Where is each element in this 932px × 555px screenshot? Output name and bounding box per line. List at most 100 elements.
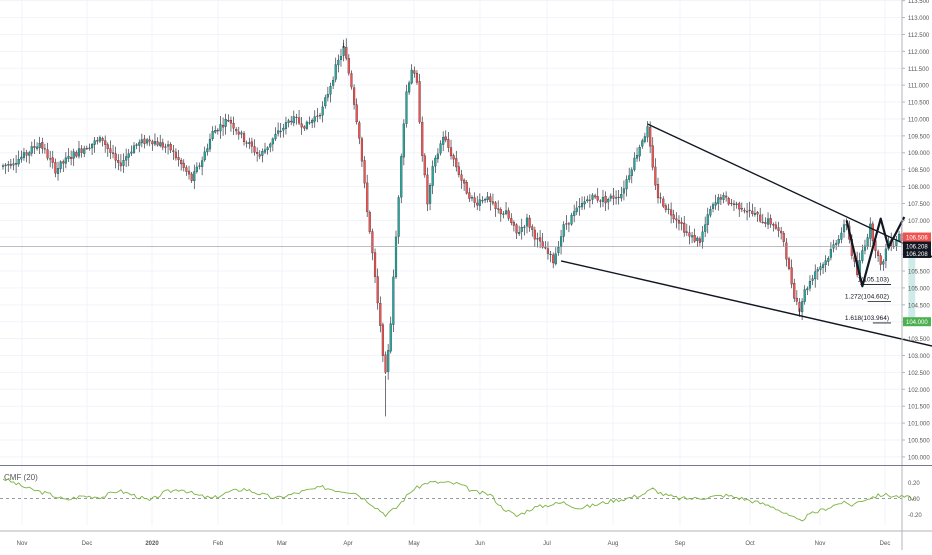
candle — [387, 344, 390, 380]
indicator-label: CMF (20) — [4, 473, 38, 482]
candle — [224, 113, 227, 135]
candle — [371, 228, 374, 261]
candle — [198, 162, 201, 170]
candle-body — [206, 148, 209, 153]
candle-body — [515, 224, 518, 234]
price-badge: 104.000 — [903, 317, 931, 327]
candle — [486, 191, 489, 203]
candle-body — [51, 157, 54, 163]
candle — [373, 248, 377, 283]
candle-body — [764, 222, 767, 224]
candle — [93, 136, 96, 153]
candle — [146, 137, 149, 146]
candle-body — [486, 196, 489, 200]
candle — [615, 190, 618, 205]
candle — [704, 216, 707, 237]
candle — [77, 140, 81, 159]
candle-body — [649, 126, 652, 147]
candle — [892, 241, 895, 249]
candle — [122, 153, 125, 173]
candle — [439, 140, 442, 156]
candle — [552, 252, 555, 269]
candle-body — [114, 153, 117, 161]
price-tick-label: 100.500 — [908, 438, 930, 444]
candle-body — [447, 139, 450, 148]
candle — [148, 135, 151, 147]
candle-body — [808, 281, 812, 289]
candle-body — [161, 142, 164, 148]
candle — [119, 154, 122, 172]
candle-body — [512, 222, 515, 226]
candle-body — [135, 144, 138, 146]
candle-body — [394, 236, 398, 278]
candle — [405, 84, 408, 128]
candle-body — [295, 116, 298, 118]
candle — [415, 70, 419, 85]
candle — [787, 256, 791, 271]
candle-body — [743, 210, 746, 212]
candle — [638, 144, 641, 162]
candle — [481, 196, 484, 204]
candle — [531, 224, 534, 237]
time-label: Dec — [880, 541, 891, 547]
candle-body — [311, 120, 314, 124]
candle — [452, 153, 455, 167]
candle-body — [373, 252, 377, 277]
candle — [232, 116, 235, 135]
candle — [884, 243, 888, 269]
candle — [88, 143, 91, 151]
candle — [345, 38, 348, 61]
candle — [182, 159, 185, 172]
candle — [866, 233, 869, 250]
candle — [91, 142, 94, 155]
candle — [80, 145, 83, 158]
candle-body — [153, 141, 157, 145]
candle-body — [449, 147, 453, 157]
indicator-tick-label: 0.20 — [908, 481, 920, 487]
candle — [871, 221, 874, 247]
candle — [667, 203, 670, 215]
candle-body — [384, 354, 387, 373]
candle — [190, 171, 193, 184]
candle-body — [829, 249, 832, 258]
candle — [484, 197, 487, 203]
candle-body — [821, 264, 825, 268]
candle — [879, 252, 882, 271]
candle-body — [30, 146, 33, 154]
price-tick-label: 108.500 — [908, 168, 930, 174]
candle-body — [67, 156, 70, 159]
profit-zone — [908, 250, 916, 322]
candle — [22, 147, 26, 161]
candle — [256, 147, 259, 162]
candle-body — [402, 123, 405, 158]
candle-body — [554, 253, 557, 265]
candle-body — [305, 121, 308, 129]
candle-body — [643, 136, 646, 142]
candle — [271, 137, 274, 152]
candle-body — [235, 129, 238, 132]
candle — [596, 188, 599, 203]
candle — [594, 193, 597, 199]
candle-body — [64, 157, 67, 164]
candle — [735, 201, 738, 209]
time-label: Sep — [675, 541, 686, 547]
candle-body — [811, 278, 814, 281]
candle — [473, 192, 476, 208]
candle — [756, 210, 759, 222]
candle-body — [518, 232, 521, 234]
candle — [499, 207, 502, 222]
candle — [719, 194, 722, 206]
candle-body — [363, 160, 366, 184]
candle-body — [169, 144, 172, 151]
candle — [75, 150, 78, 158]
candle — [494, 201, 497, 217]
candle-body — [208, 138, 212, 150]
candle — [698, 236, 701, 247]
candle — [12, 158, 15, 171]
candle — [877, 249, 880, 262]
candle — [282, 123, 285, 138]
candle — [250, 137, 253, 154]
candle — [284, 116, 288, 135]
candle-body — [284, 122, 288, 129]
